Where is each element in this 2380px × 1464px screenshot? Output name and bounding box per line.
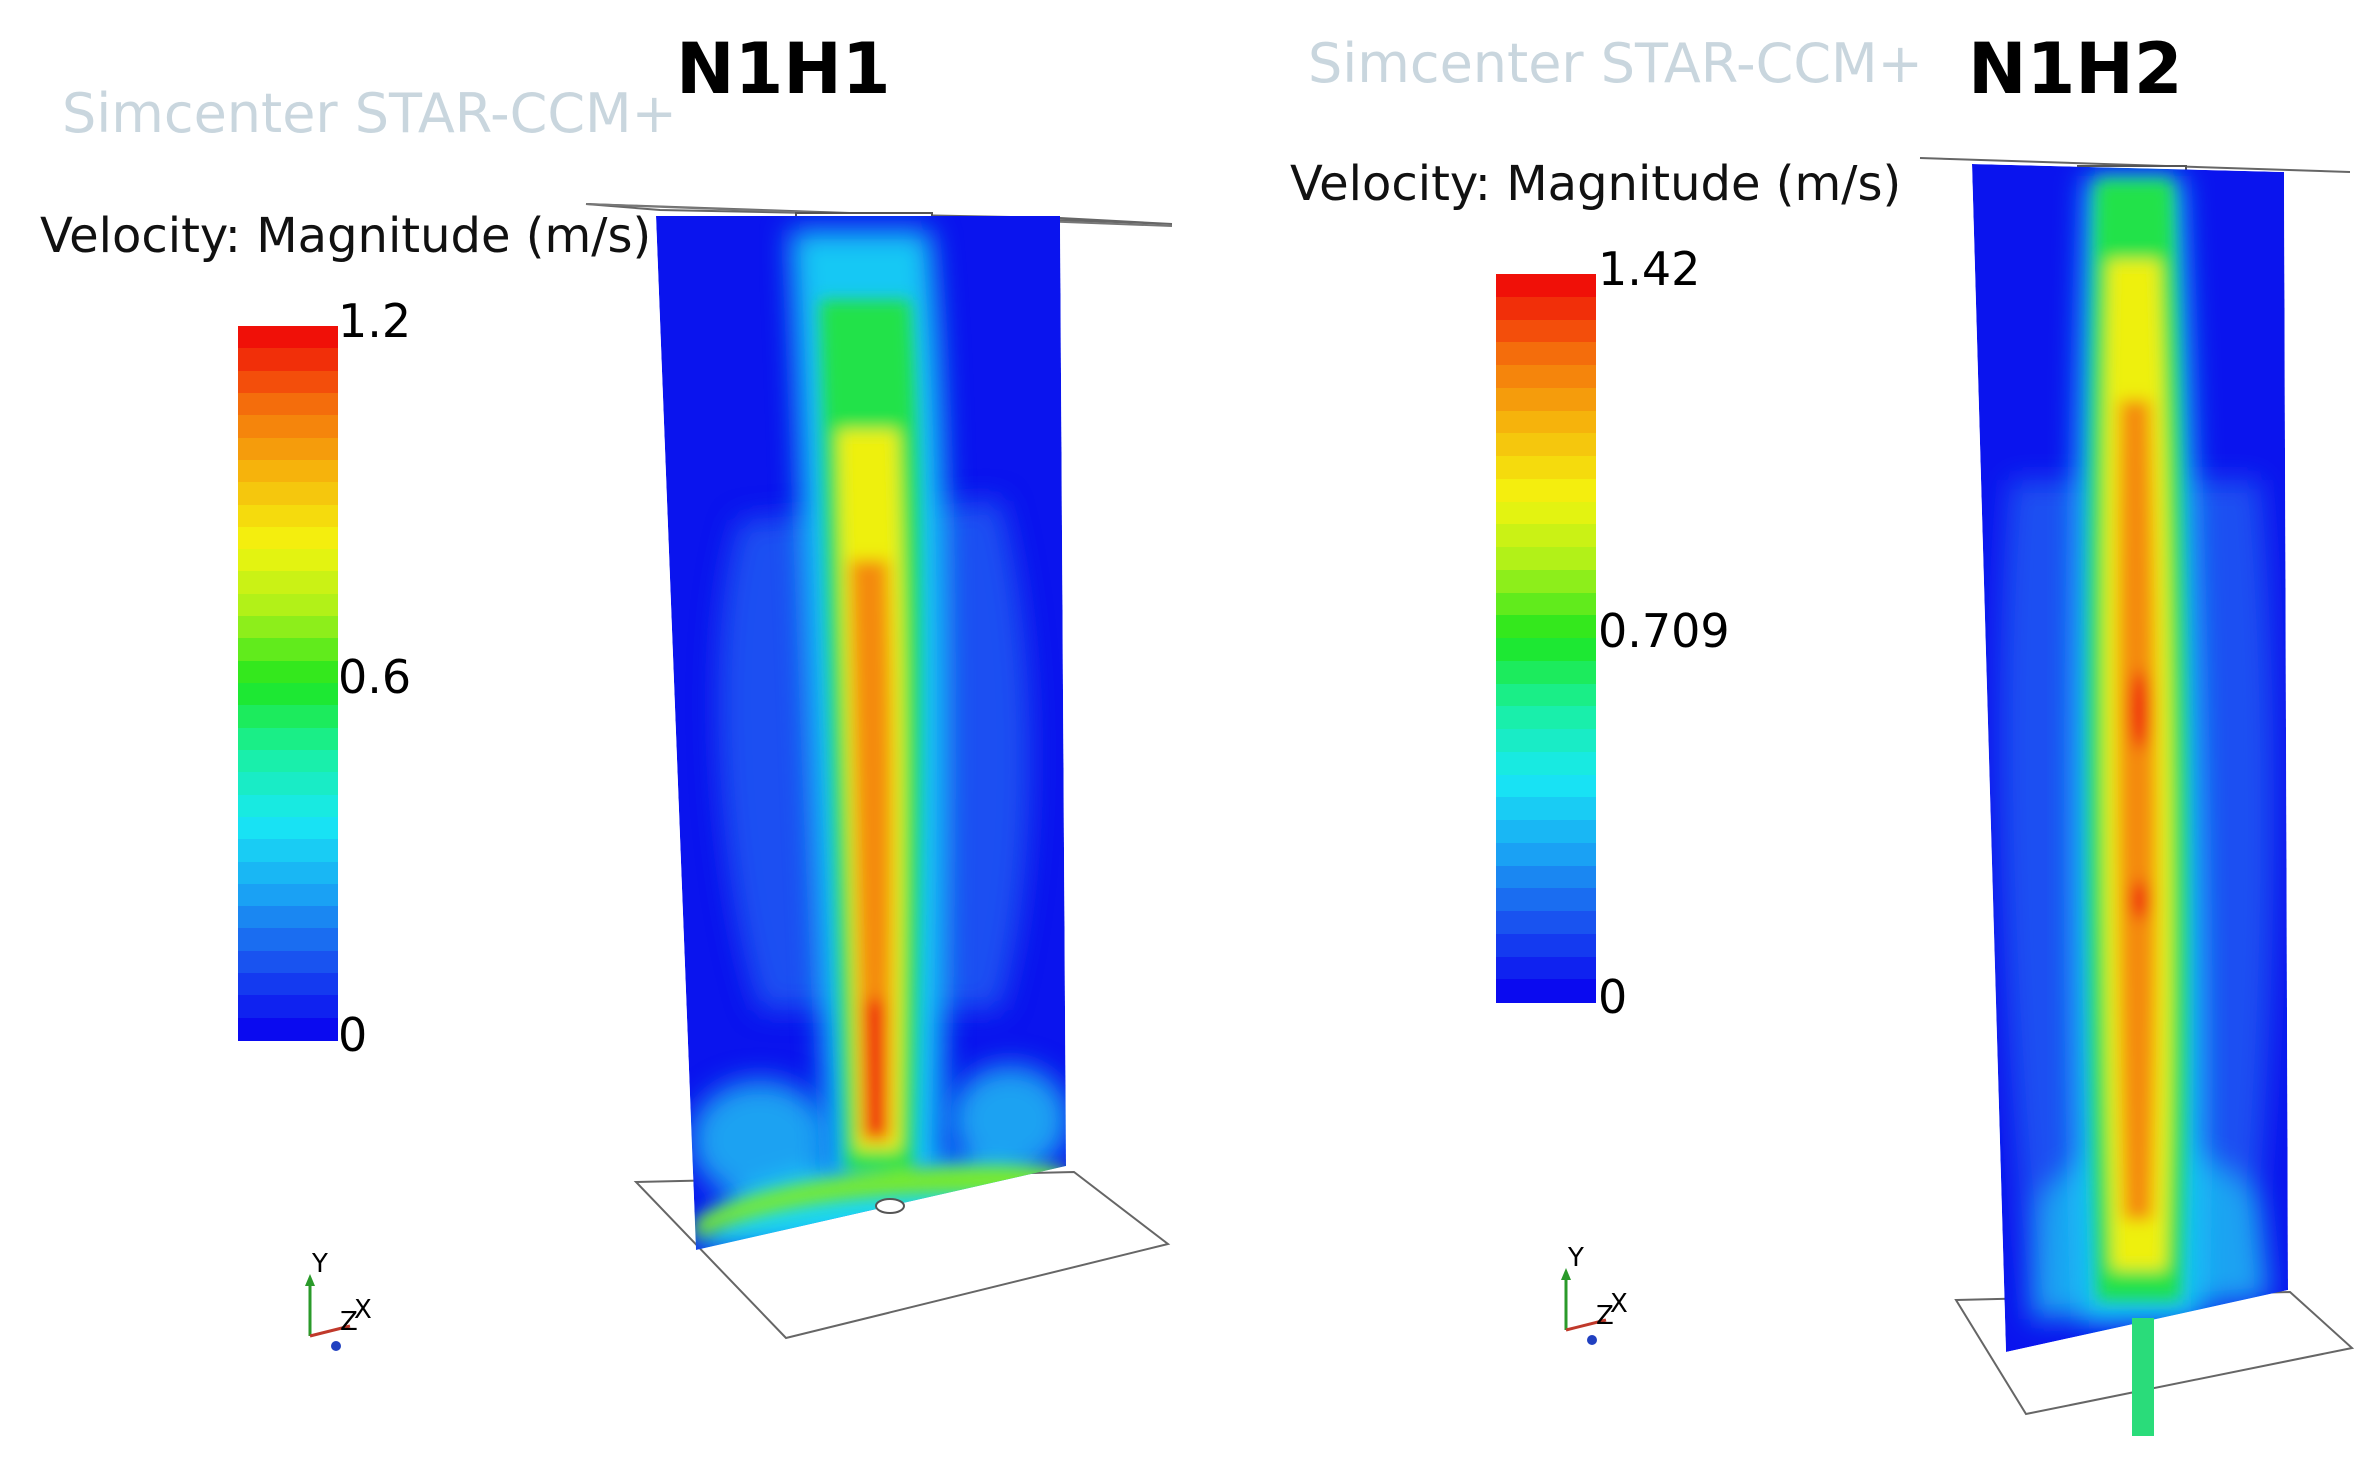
n1h2-velocity-contour: [1972, 164, 2288, 1352]
colorbar-title-left: Velocity: Magnitude (m/s): [40, 208, 652, 264]
colorbar-band: [1496, 638, 1596, 662]
colorbar-band: [1496, 842, 1596, 867]
colorbar-band: [1496, 342, 1596, 366]
watermark-right: Simcenter STAR-CCM+: [1308, 32, 1923, 95]
colorbar-band: [1496, 569, 1596, 594]
colorbar-band: [238, 950, 338, 974]
colorbar-band: [1496, 478, 1596, 503]
colorbar-band: [1496, 296, 1596, 321]
triad-right-y-label: Y: [1567, 1243, 1584, 1273]
colorbar-band: [238, 772, 338, 796]
colorbar-band: [238, 839, 338, 863]
colorbar-band: [238, 616, 338, 639]
colorbar-band: [1496, 706, 1596, 730]
colorbar-band: [238, 459, 338, 483]
colorbar-band: [238, 928, 338, 952]
triad-left-y-label: Y: [311, 1249, 328, 1279]
triad-right-z-label: Z: [1596, 1301, 1614, 1331]
colorbar-band: [1496, 911, 1596, 935]
n1h1-outlet-hole: [875, 1198, 905, 1214]
triad-left-z-label: Z: [340, 1307, 358, 1337]
colorbar-band: [238, 816, 338, 840]
colorbar-band: [1496, 865, 1596, 889]
colorbar-band: [1496, 683, 1596, 707]
colorbar-band: [238, 437, 338, 461]
colorbar-right-mid-label: 0.709: [1598, 604, 1730, 658]
colorbar-left: [238, 326, 338, 1041]
colorbar-left-mid-label: 0.6: [338, 650, 412, 704]
n1h2-outlet-tube: [2132, 1318, 2154, 1436]
colorbar-band: [238, 883, 338, 907]
colorbar-band: [238, 415, 338, 439]
colorbar-band: [238, 504, 338, 528]
colorbar-band: [1496, 729, 1596, 753]
colorbar-band: [1496, 979, 1596, 1003]
colorbar-band: [238, 1017, 338, 1041]
colorbar-band: [1496, 751, 1596, 776]
colorbar-band: [238, 526, 338, 550]
colorbar-band: [1496, 456, 1596, 480]
colorbar-left-max-label: 1.2: [338, 294, 412, 348]
colorbar-band: [238, 794, 338, 818]
colorbar-band: [1496, 319, 1596, 343]
colorbar-band: [238, 973, 338, 996]
colorbar-band: [238, 638, 338, 662]
colorbar-band: [1496, 797, 1596, 821]
colorbar-band: [1496, 774, 1596, 798]
colorbar-band: [1496, 274, 1596, 298]
colorbar-band: [238, 370, 338, 394]
colorbar-band: [238, 861, 338, 885]
colorbar-title-right: Velocity: Magnitude (m/s): [1290, 156, 1902, 212]
colorbar-band: [238, 749, 338, 773]
axis-triad-left: Y Z X: [305, 1249, 372, 1351]
colorbar-band: [1496, 615, 1596, 639]
colorbar-band: [1496, 933, 1596, 958]
colorbar-band: [238, 995, 338, 1019]
colorbar-band: [1496, 820, 1596, 844]
colorbar-band: [238, 482, 338, 506]
colorbar-band: [1496, 501, 1596, 525]
colorbar-band: [1496, 592, 1596, 616]
colorbar-band: [1496, 433, 1596, 457]
colorbar-band: [238, 593, 338, 617]
colorbar-right-max-label: 1.42: [1598, 242, 1701, 296]
triad-right-x-label: X: [1610, 1289, 1628, 1319]
n1h1-velocity-contour: [656, 216, 1066, 1250]
colorbar-band: [238, 392, 338, 416]
colorbar-band: [238, 549, 338, 573]
colorbar-band: [238, 571, 338, 595]
colorbar-band: [238, 326, 338, 349]
colorbar-band: [1496, 660, 1596, 685]
colorbar-band: [238, 727, 338, 751]
triad-left-x-label: X: [354, 1295, 372, 1325]
colorbar-right-min-label: 0: [1598, 970, 1628, 1024]
colorbar-band: [238, 705, 338, 729]
colorbar-band: [238, 660, 338, 684]
panel-title-left: N1H1: [676, 28, 891, 110]
colorbar-band: [238, 683, 338, 706]
colorbar-band: [1496, 547, 1596, 571]
watermark-left: Simcenter STAR-CCM+: [62, 82, 677, 145]
colorbar-right: [1496, 274, 1596, 1003]
colorbar-band: [1496, 888, 1596, 912]
colorbar-band: [1496, 365, 1596, 389]
panel-title-right: N1H2: [1968, 28, 2183, 110]
colorbar-band: [1496, 524, 1596, 548]
colorbar-band: [1496, 387, 1596, 412]
colorbar-left-min-label: 0: [338, 1008, 368, 1062]
colorbar-band: [1496, 410, 1596, 434]
colorbar-band: [238, 348, 338, 372]
colorbar-band: [238, 906, 338, 930]
colorbar-band: [1496, 956, 1596, 980]
axis-triad-right: Y Z X: [1561, 1243, 1628, 1345]
